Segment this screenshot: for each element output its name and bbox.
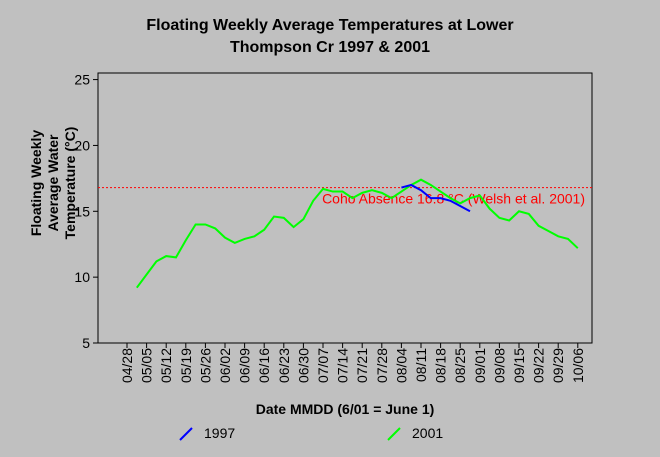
legend-label: 1997	[204, 425, 235, 441]
x-tick-label: 08/11	[413, 348, 429, 382]
x-tick-label: 10/06	[570, 348, 586, 383]
x-tick-label: 06/30	[295, 348, 311, 383]
x-tick-label: 05/05	[139, 348, 155, 383]
x-tick-label: 04/28	[119, 348, 135, 383]
y-tick-label: 20	[74, 137, 90, 153]
x-axis-label: Date MMDD (6/01 = June 1)	[256, 401, 435, 417]
x-tick-label: 08/25	[452, 348, 468, 383]
y-tick-label: 15	[74, 203, 90, 219]
x-tick-label: 08/18	[433, 348, 449, 383]
legend-label: 2001	[412, 425, 443, 441]
x-tick-label: 07/14	[335, 348, 351, 383]
x-tick-label: 06/23	[276, 348, 292, 383]
legend-swatch	[179, 427, 193, 441]
y-axis-label-line: Average Water	[45, 134, 61, 232]
x-tick-label: 09/22	[531, 348, 547, 383]
x-tick-label: 08/04	[393, 348, 409, 383]
x-tick-label: 05/12	[158, 348, 174, 383]
y-tick-label: 10	[74, 269, 90, 285]
legend-swatch	[387, 427, 401, 441]
x-tick-label: 09/01	[472, 348, 488, 383]
y-tick-label: 5	[82, 335, 90, 351]
y-axis-label: Floating Weekly Average Water Temperatur…	[28, 127, 78, 240]
series-line	[135, 178, 579, 289]
x-tick-label: 07/28	[374, 348, 390, 383]
chart-title: Floating Weekly Average Temperatures at …	[146, 17, 513, 34]
reference-label: Coho Absence 16.8 °C (Welsh et al. 2001)	[322, 191, 585, 207]
plot-frame	[97, 72, 593, 344]
x-tick-label: 07/21	[354, 348, 370, 383]
series-line	[401, 183, 471, 213]
x-tick-label: 09/08	[491, 348, 507, 383]
chart-title: Thompson Cr 1997 & 2001	[230, 39, 430, 56]
x-tick-label: 06/09	[237, 348, 253, 383]
y-axis-label-line: Temperature (°C)	[62, 127, 78, 240]
x-tick-label: 09/15	[511, 348, 527, 383]
x-tick-label: 06/02	[217, 348, 233, 383]
x-tick-label: 07/07	[315, 348, 331, 383]
x-tick-label: 05/19	[178, 348, 194, 383]
x-tick-label: 09/29	[550, 348, 566, 383]
y-axis-label-line: Floating Weekly	[28, 130, 44, 237]
x-tick-label: 05/26	[197, 348, 213, 383]
x-tick-label: 06/16	[256, 348, 272, 383]
y-tick-label: 25	[74, 72, 90, 88]
